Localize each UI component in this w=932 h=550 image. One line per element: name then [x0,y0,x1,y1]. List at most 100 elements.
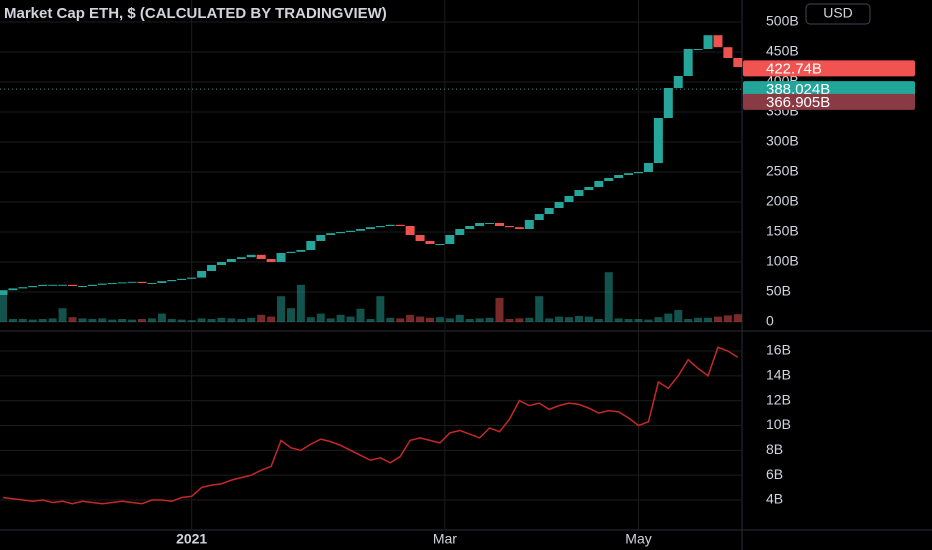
candle [683,49,693,76]
price-label-box [743,60,915,77]
volume-bar [704,317,713,322]
volume-bar [306,317,315,322]
volume-bar [515,318,524,322]
candle [435,244,445,245]
candle [296,250,306,252]
candle [187,277,197,279]
candle [336,232,346,234]
candle [693,49,703,50]
volume-bar [505,319,514,322]
volume-bar [68,317,77,322]
x-tick-label: May [625,531,651,547]
candle [653,118,663,163]
candle [107,283,117,284]
volume-bar [217,317,226,322]
candle [614,175,624,178]
volume-bar [167,319,176,322]
volume-bar [237,319,246,322]
volume-bar [435,317,444,322]
volume-bar [336,314,345,322]
volume-bar [406,314,415,322]
y-tick-label: 450B [766,43,799,59]
y-tick-label: 8B [766,441,783,457]
candle [495,223,504,226]
volume-bar [574,316,583,322]
volume-bar [128,319,137,322]
volume-bar [654,317,663,322]
volume-bar [525,317,534,322]
candle [306,241,316,250]
y-tick-label: 300B [766,133,799,149]
volume-bar [445,318,454,322]
volume-bar [18,319,27,322]
currency[interactable]: USD [823,5,853,21]
volume-bar [674,310,683,322]
candle [87,284,97,286]
candle [405,226,415,235]
candle [475,223,485,226]
candle [316,235,326,241]
y-tick-label: 4B [766,491,783,507]
volume-bar [48,318,57,322]
volume-bar [386,317,395,322]
candle [425,241,435,244]
candle [266,259,276,262]
volume-bar [326,318,335,322]
candle [28,286,38,288]
volume-bar [187,320,196,322]
candle [286,251,296,253]
volume-bar [555,316,564,322]
volume-bar [88,319,97,322]
candle [207,265,217,271]
volume-bar [624,319,633,322]
volume-bar [157,313,166,322]
volume-bar [495,298,504,322]
candle [455,229,465,235]
candle [346,230,356,232]
volume-bar [545,318,554,322]
candle [504,226,514,228]
volume-bar [197,318,206,322]
volume-bar [267,316,276,322]
candle [375,226,385,228]
candle [524,220,534,229]
labels: 050B100B150B200B250B300B350B400B450B500B… [176,13,915,547]
volume-bar [694,317,703,322]
y-tick-label: 14B [766,367,791,383]
volume-bar [465,319,474,322]
volume-bar [356,308,365,322]
candle [48,284,58,286]
candle [276,253,286,262]
volume-bar [584,316,593,322]
volume-bar [296,284,305,322]
price-label: 366.905B [766,94,830,111]
candle [97,283,107,285]
y-tick-label: 250B [766,163,799,179]
volume-bar [664,313,673,322]
marks [0,35,743,505]
volume-bar [227,318,236,322]
volume-bar [277,296,286,322]
volume-bar [58,308,67,322]
candle [663,88,673,118]
candle [197,271,207,278]
candle [0,290,8,295]
candle [385,224,395,226]
candle [534,214,544,220]
candle [723,47,733,58]
x-tick-label: 2021 [176,531,207,547]
volume-bar [118,319,127,322]
candle [216,262,226,265]
candle [673,76,683,88]
volume-bar [138,319,147,322]
volume-bar [177,319,186,322]
volume-bar [108,319,117,322]
candle [564,196,574,202]
candle [326,233,336,235]
volume-bar [535,296,544,322]
candle [544,208,554,214]
y-tick-label: 12B [766,391,791,407]
currency-box[interactable] [805,3,871,25]
volume-bar [98,318,107,322]
candle [594,181,604,187]
